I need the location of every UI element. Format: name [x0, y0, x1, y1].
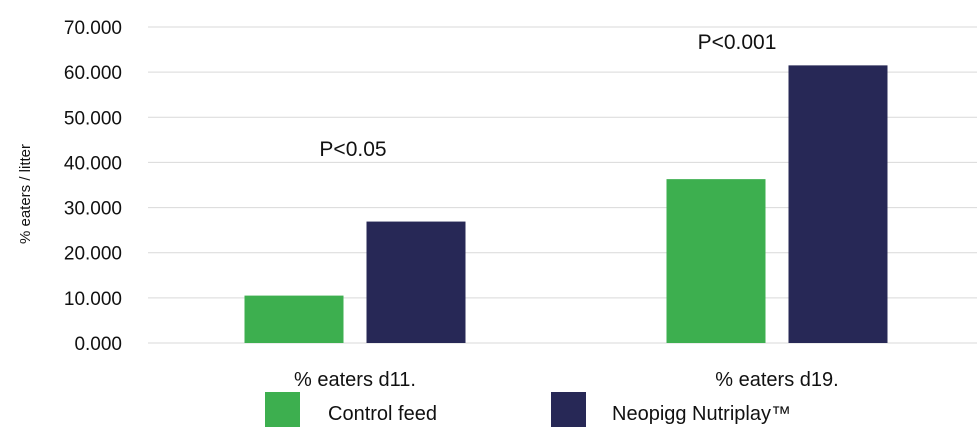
bar-control-feed-2: [666, 179, 766, 343]
legend-label: Neopigg Nutriplay™: [612, 403, 791, 425]
bar-neopigg-1: [366, 221, 466, 343]
y-tick-label: 40.000: [64, 153, 122, 174]
y-tick-label: 50.000: [64, 108, 122, 129]
y-tick-label: 30.000: [64, 199, 122, 220]
legend: Control feed Neopigg Nutriplay™: [265, 392, 791, 427]
legend-label: Control feed: [328, 403, 437, 425]
bar-control-feed-1: [244, 295, 344, 343]
y-axis-ticks: 0.000 10.000 20.000 30.000 40.000 50.000 60.00…: [64, 18, 122, 355]
bar-neopigg-2: [788, 65, 888, 343]
legend-swatch: [551, 392, 586, 427]
y-tick-label: 10.000: [64, 289, 122, 310]
y-tick-label: 60.000: [64, 63, 122, 84]
y-tick-label: 0.000: [74, 334, 122, 355]
y-axis-label: % eaters / litter: [17, 144, 34, 244]
y-tick-label: 70.000: [64, 18, 122, 39]
x-axis-categories: % eaters d11. % eaters d19.: [294, 369, 839, 391]
p-value-annotation: P<0.05: [319, 138, 386, 161]
x-category-label: % eaters d11.: [294, 369, 416, 391]
x-category-label: % eaters d19.: [715, 369, 838, 391]
y-tick-label: 20.000: [64, 244, 122, 265]
p-value-annotation: P<0.001: [698, 31, 777, 54]
bars: [244, 65, 888, 343]
significance-annotations: P<0.05 P<0.001: [319, 31, 776, 161]
legend-swatch: [265, 392, 300, 427]
